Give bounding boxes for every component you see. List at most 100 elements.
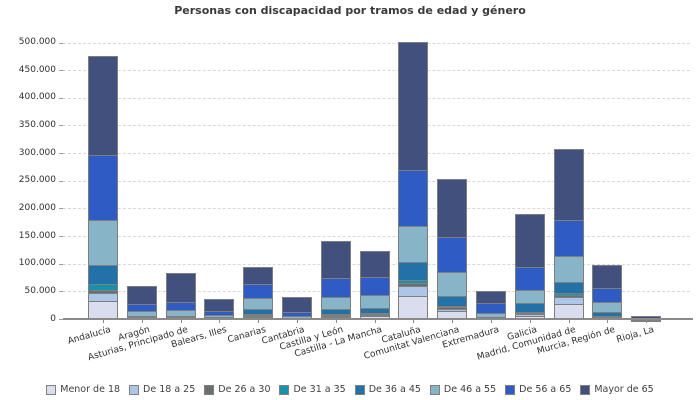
bar-segment-castilla-la-mancha-de-56-a-65[interactable] — [359, 276, 390, 296]
bar-segment-asturias-principado-de-de-46-a-55[interactable] — [165, 310, 196, 318]
legend: Menor de 18 De 18 a 25 De 26 a 30 De 31 a 3… — [0, 384, 700, 395]
bar-segment-comunitat-valenciana-de-56-a-65[interactable] — [437, 237, 468, 274]
bar-segment-asturias-principado-de-mayor-de-65[interactable] — [165, 273, 196, 304]
y-axis-tick-label: 150.000 — [18, 230, 56, 241]
bar-comunitat-valenciana — [437, 30, 468, 319]
bar-segment-cantabria-mayor-de-65[interactable] — [282, 296, 312, 313]
legend-label: De 18 a 25 — [143, 384, 196, 395]
bar-balears-illes — [204, 30, 235, 320]
bar-asturias-principado-de — [165, 30, 196, 319]
bar-segment-murcia-region-de-de-46-a-55[interactable] — [592, 302, 623, 314]
legend-swatch-menor-de-18 — [46, 384, 57, 395]
bar-segment-galicia-de-46-a-55[interactable] — [514, 290, 545, 305]
bar-segment-castilla-y-leon-de-46-a-55[interactable] — [320, 297, 351, 311]
legend-item-de-36-a-45: De 36 a 45 — [354, 384, 421, 395]
y-axis-tick-mark — [59, 236, 63, 238]
y-axis-tick-mark — [59, 263, 63, 265]
y-axis-tick-mark — [59, 208, 63, 210]
legend-label: De 46 a 55 — [443, 384, 497, 395]
bar-segment-madrid-comunidad-de-de-18-a-25[interactable] — [553, 297, 584, 306]
legend-label: De 26 a 30 — [218, 384, 271, 395]
bar-segment-madrid-comunidad-de-mayor-de-65[interactable] — [553, 149, 584, 221]
gridline-350.000 — [63, 125, 690, 127]
y-axis-tick-mark — [59, 291, 63, 293]
x-axis-tick-mark — [413, 320, 415, 323]
x-axis-tick-mark — [335, 320, 337, 323]
bar-segment-madrid-comunidad-de-de-46-a-55[interactable] — [553, 255, 584, 283]
y-axis-tick-mark — [59, 97, 63, 99]
x-axis-tick-mark — [374, 320, 376, 323]
x-axis-tick-mark — [646, 320, 648, 323]
bar-segment-andalucia-mayor-de-65[interactable] — [88, 56, 118, 156]
bar-segment-cataluna-mayor-de-65[interactable] — [398, 42, 429, 171]
bar-segment-galicia-mayor-de-65[interactable] — [514, 213, 545, 268]
bar-segment-cataluna-menor-de-18[interactable] — [398, 295, 429, 319]
y-axis-tick-mark — [59, 42, 63, 44]
x-axis-tick-mark — [141, 320, 143, 323]
x-axis-tick-mark — [219, 320, 221, 323]
legend-label: Menor de 18 — [60, 384, 121, 395]
bar-cataluna — [398, 30, 429, 319]
bar-segment-castilla-la-mancha-de-46-a-55[interactable] — [359, 294, 390, 309]
legend-item-menor-de-18: Menor de 18 — [46, 384, 120, 395]
bar-segment-extremadura-mayor-de-65[interactable] — [476, 291, 506, 305]
bar-segment-andalucia-menor-de-18[interactable] — [88, 301, 118, 319]
x-axis-tick-mark — [258, 320, 260, 323]
x-axis-tick-mark — [180, 320, 182, 323]
y-axis-tick-mark — [59, 180, 63, 182]
bar-segment-comunitat-valenciana-de-46-a-55[interactable] — [437, 272, 468, 297]
bar-segment-andalucia-de-18-a-25[interactable] — [88, 292, 118, 303]
bar-segment-galicia-de-36-a-45[interactable] — [514, 303, 545, 314]
x-axis-line — [63, 318, 693, 320]
bar-segment-castilla-la-mancha-mayor-de-65[interactable] — [359, 250, 390, 278]
bar-segment-aragon-de-56-a-65[interactable] — [126, 303, 157, 312]
gridline-150.000 — [63, 236, 690, 238]
bar-segment-balears-illes-mayor-de-65[interactable] — [204, 299, 235, 313]
bar-segment-andalucia-de-31-a-35[interactable] — [88, 283, 118, 292]
bar-canarias — [243, 30, 274, 319]
bar-segment-canarias-de-56-a-65[interactable] — [243, 283, 274, 299]
bar-segment-cataluna-de-46-a-55[interactable] — [398, 225, 429, 263]
bar-segment-comunitat-valenciana-mayor-de-65[interactable] — [437, 178, 468, 239]
legend-swatch-de-26-a-30 — [204, 384, 215, 395]
bar-segment-castilla-y-leon-de-56-a-65[interactable] — [320, 278, 351, 299]
bar-segment-galicia-de-56-a-65[interactable] — [514, 266, 545, 292]
legend-swatch-de-31-a-35 — [279, 384, 290, 395]
bar-segment-cataluna-de-36-a-45[interactable] — [398, 261, 429, 281]
legend-item-mayor-de-65: Mayor de 65 — [580, 384, 654, 395]
bar-segment-comunitat-valenciana-de-36-a-45[interactable] — [437, 295, 468, 307]
y-axis-tick-label: 350.000 — [18, 119, 56, 130]
x-axis-tick-mark — [491, 320, 492, 323]
bar-segment-andalucia-de-46-a-55[interactable] — [88, 220, 118, 266]
bar-castilla-y-leon — [320, 30, 351, 319]
legend-item-de-46-a-55: De 46 a 55 — [429, 384, 497, 395]
bar-segment-andalucia-de-56-a-65[interactable] — [88, 154, 118, 222]
bar-segment-aragon-mayor-de-65[interactable] — [126, 285, 157, 305]
bar-segment-cataluna-de-56-a-65[interactable] — [398, 169, 429, 227]
bar-segment-castilla-y-leon-mayor-de-65[interactable] — [320, 240, 351, 280]
bar-segment-extremadura-de-56-a-65[interactable] — [476, 303, 506, 315]
bar-segment-andalucia-de-36-a-45[interactable] — [88, 264, 118, 285]
x-axis-label-canarias: Canarias — [226, 325, 267, 346]
gridline-500.000 — [63, 42, 690, 44]
x-axis-label-andalucia: Andalucía — [66, 325, 112, 347]
bar-segment-cataluna-de-18-a-25[interactable] — [398, 285, 429, 297]
bar-segment-murcia-region-de-mayor-de-65[interactable] — [592, 265, 623, 290]
bar-segment-murcia-region-de-de-56-a-65[interactable] — [592, 288, 623, 304]
y-axis-tick-label: 50.000 — [24, 285, 57, 296]
bar-segment-madrid-comunidad-de-de-36-a-45[interactable] — [553, 281, 584, 294]
bar-segment-canarias-mayor-de-65[interactable] — [243, 266, 274, 285]
y-axis-tick-mark — [59, 125, 63, 127]
bar-segment-madrid-comunidad-de-de-56-a-65[interactable] — [553, 219, 584, 257]
bar-cantabria — [282, 30, 312, 320]
bar-segment-madrid-comunidad-de-menor-de-18[interactable] — [553, 304, 584, 319]
x-axis-label-rioja-la: Rioja, La — [615, 325, 655, 346]
legend-label: Mayor de 65 — [594, 384, 654, 395]
bar-segment-canarias-de-46-a-55[interactable] — [243, 297, 274, 310]
gridline-200.000 — [63, 208, 690, 210]
plot-area — [63, 30, 690, 322]
bar-castilla-la-mancha — [359, 30, 390, 319]
legend-swatch-mayor-de-65 — [580, 384, 591, 395]
gridline-400.000 — [63, 97, 690, 99]
bar-segment-asturias-principado-de-de-56-a-65[interactable] — [165, 302, 196, 312]
